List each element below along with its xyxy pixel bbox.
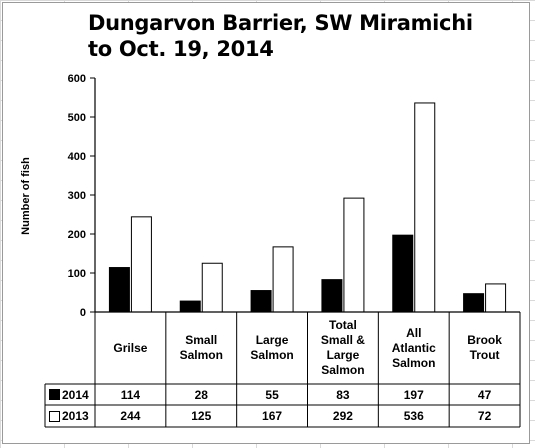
- table-value: 28: [194, 388, 208, 402]
- y-tick-label: 100: [68, 268, 86, 280]
- bar-2014-2: [250, 290, 272, 313]
- category-label-line: Small: [185, 333, 218, 347]
- category-label-line: Brook: [467, 333, 502, 347]
- category-label-line: Trout: [469, 348, 500, 362]
- category-label: Large Salmon: [237, 312, 308, 384]
- bar-2014-1: [179, 300, 201, 313]
- bar-2013-2: [272, 246, 294, 313]
- category-label-line: Small &: [320, 333, 365, 347]
- bar-2013-3: [343, 197, 365, 313]
- legend-swatch: [49, 410, 60, 422]
- bar-2014-0: [108, 267, 130, 313]
- category-label-line: Large: [326, 348, 360, 362]
- table-value: 72: [477, 409, 492, 423]
- bar-2014-5: [463, 293, 485, 313]
- category-label: Small Salmon: [166, 312, 237, 384]
- category-label-line: Salmon: [392, 355, 436, 370]
- category-label-line: Salmon: [321, 363, 365, 377]
- table-value: 167: [262, 409, 283, 423]
- legend-label: 2014: [62, 387, 89, 402]
- category-label-line: Salmon: [179, 348, 223, 362]
- legend-row-2014: 2014: [49, 384, 89, 405]
- table-value: 83: [336, 388, 350, 402]
- y-tick-label: 400: [68, 151, 86, 163]
- category-label-line: Atlantic: [391, 340, 436, 355]
- legend-label: 2013: [62, 409, 89, 423]
- category-label: Brook Trout: [449, 312, 520, 384]
- bar-2013-1: [201, 262, 223, 313]
- table-value: 536: [403, 409, 424, 423]
- category-label-line: Salmon: [250, 348, 294, 362]
- category-label-line: Grilse: [113, 340, 148, 355]
- y-tick-label: 500: [68, 112, 86, 124]
- bar-2013-0: [130, 216, 152, 313]
- table-value: 125: [191, 409, 212, 423]
- category-label: Total Small & Large Salmon: [308, 312, 379, 384]
- table-value: 292: [332, 409, 353, 423]
- legend-row-2013: 2013: [49, 405, 89, 427]
- chart-title: Dungarvon Barrier, SW Miramichi to Oct. …: [88, 10, 473, 62]
- y-tick-label: 600: [68, 73, 86, 85]
- y-tick-label: 300: [68, 190, 86, 202]
- bar-2013-5: [485, 283, 507, 313]
- category-label-line: Total: [329, 318, 357, 332]
- table-value: 244: [120, 409, 141, 423]
- table-value: 114: [120, 388, 141, 402]
- chart-area[interactable]: [2, 2, 530, 444]
- chart-title-line-2: to Oct. 19, 2014: [88, 37, 274, 61]
- chart-title-line-1: Dungarvon Barrier, SW Miramichi: [88, 11, 473, 35]
- y-tick-label: 0: [80, 307, 86, 319]
- table-value: 197: [403, 388, 424, 402]
- table-value: 55: [265, 388, 279, 402]
- category-label: All Atlantic Salmon: [378, 312, 449, 384]
- table-value: 47: [477, 388, 492, 402]
- bar-2014-4: [392, 234, 414, 313]
- bar-2014-3: [321, 279, 343, 313]
- category-label-line: All: [406, 325, 422, 340]
- legend-swatch: [49, 389, 60, 400]
- bar-2013-4: [414, 102, 436, 313]
- category-label: Grilse: [95, 312, 166, 384]
- y-tick-label: 200: [68, 229, 86, 241]
- category-label-line: Large: [255, 333, 289, 347]
